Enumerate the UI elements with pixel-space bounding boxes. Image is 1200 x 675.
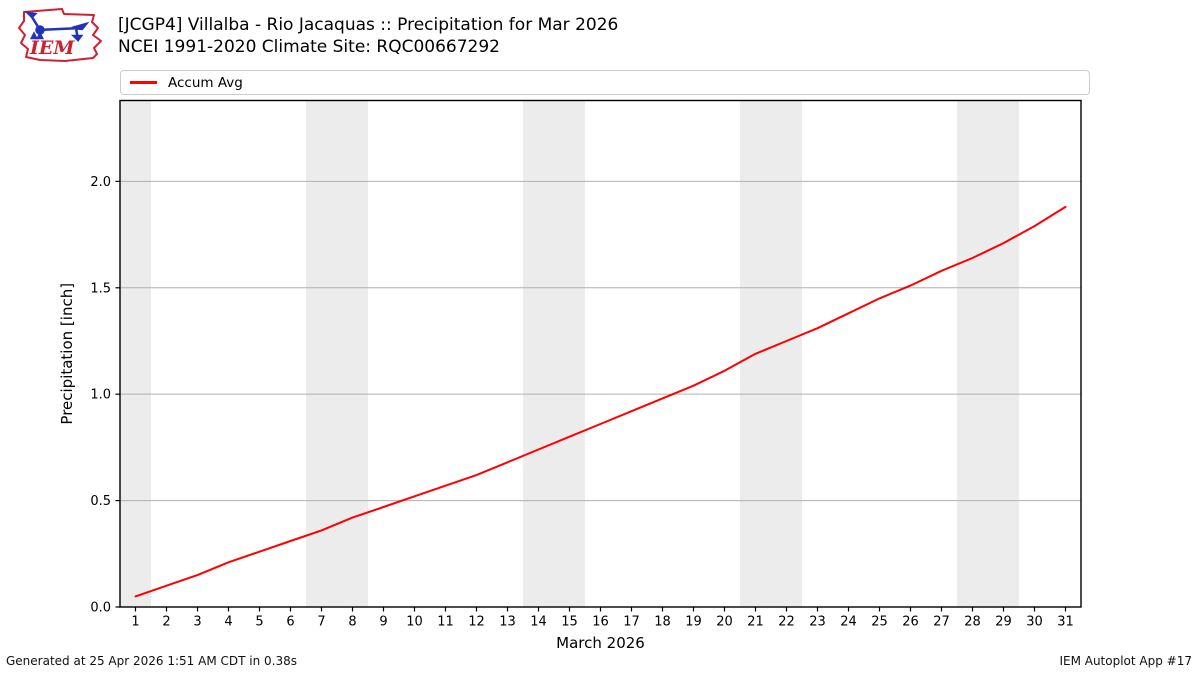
- accum-avg-line: [134, 205, 1067, 598]
- y-tick-label: 1.0: [90, 388, 111, 403]
- weekend-band: [120, 100, 151, 607]
- x-tick-label: 11: [437, 615, 454, 630]
- iem-logo: IEM: [18, 8, 102, 62]
- x-tick-label: 28: [964, 615, 981, 630]
- x-tick-label: 21: [747, 615, 764, 630]
- x-tick-label: 8: [348, 615, 356, 630]
- x-tick-label: 7: [317, 615, 325, 630]
- weekend-band: [306, 100, 368, 607]
- weathervane-icon: [24, 11, 90, 42]
- y-tick-label: 2.0: [90, 175, 111, 190]
- x-tick-label: 22: [778, 615, 795, 630]
- x-tick-label: 15: [561, 615, 578, 630]
- accum-avg-line-swatch: [130, 81, 157, 84]
- x-tick-label: 10: [406, 615, 423, 630]
- chart-title: [JCGP4] Villalba - Rio Jacaquas :: Preci…: [118, 15, 619, 35]
- weekend-band: [957, 100, 1019, 607]
- x-axis-label: March 2026: [556, 634, 645, 652]
- chart-title-block: [JCGP4] Villalba - Rio Jacaquas :: Preci…: [118, 15, 618, 58]
- x-tick-label: 25: [871, 615, 888, 630]
- y-tick-label: 0.0: [90, 601, 111, 616]
- legend-label: Accum Avg: [168, 74, 243, 91]
- x-tick-label: 24: [840, 615, 857, 630]
- x-tick-label: 31: [1057, 615, 1074, 630]
- x-tick-label: 12: [468, 615, 485, 630]
- plot-border: [119, 99, 1082, 608]
- weekend-band: [740, 100, 802, 607]
- x-tick-label: 14: [530, 615, 547, 630]
- legend: Accum Avg: [120, 70, 1090, 95]
- y-tick-label: 0.5: [90, 494, 111, 509]
- app-credit-text: IEM Autoplot App #17: [1059, 654, 1192, 668]
- x-tick-label: 19: [685, 615, 702, 630]
- x-tick-label: 20: [716, 615, 733, 630]
- x-tick-label: 13: [499, 615, 516, 630]
- x-tick-label: 30: [1026, 615, 1043, 630]
- x-tick-label: 9: [379, 615, 387, 630]
- generated-at-text: Generated at 25 Apr 2026 1:51 AM CDT in …: [6, 654, 297, 668]
- chart-subtitle: NCEI 1991-2020 Climate Site: RQC00667292: [118, 36, 500, 57]
- x-tick-label: 5: [255, 615, 263, 630]
- x-tick-label: 16: [592, 615, 609, 630]
- x-tick-label: 3: [193, 615, 201, 630]
- x-tick-label: 26: [902, 615, 919, 630]
- x-tick-label: 6: [286, 615, 294, 630]
- x-tick-label: 2: [162, 615, 170, 630]
- weekend-band: [523, 100, 585, 607]
- y-axis-label: Precipitation [inch]: [58, 283, 76, 425]
- x-tick-label: 29: [995, 615, 1012, 630]
- x-tick-label: 17: [623, 615, 640, 630]
- y-tick-label: 1.5: [90, 281, 111, 296]
- x-tick-label: 27: [933, 615, 950, 630]
- x-tick-label: 4: [224, 615, 232, 630]
- x-tick-label: 18: [654, 615, 671, 630]
- logo-text: IEM: [29, 37, 75, 59]
- x-tick-label: 1: [131, 615, 139, 630]
- iowa-outline-icon: [18, 8, 102, 62]
- x-tick-label: 23: [809, 615, 826, 630]
